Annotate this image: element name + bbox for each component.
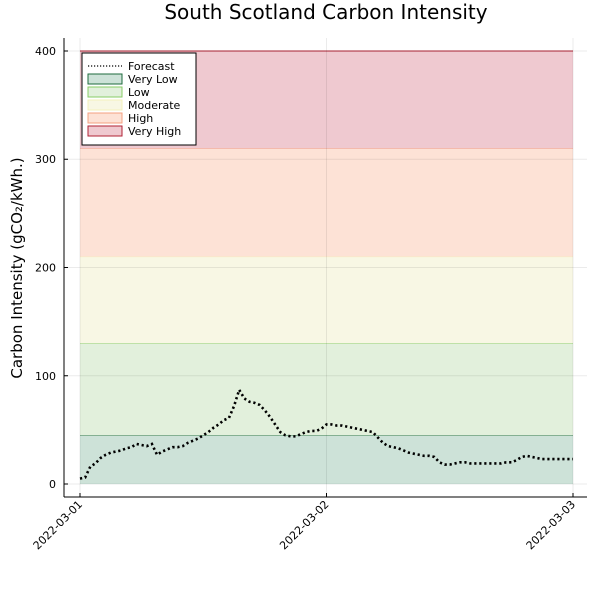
y-axis-label: Carbon Intensity (gCO₂/kWh.) [8,157,26,378]
legend-swatch-moderate [87,99,123,111]
y-tick-label: 300 [35,153,56,166]
y-tick-label: 200 [35,262,56,275]
legend-swatch-very-low [87,73,123,85]
band-high [80,148,573,257]
y-tick-label: 400 [35,45,56,58]
legend-label: Very High [128,125,181,138]
y-tick-label: 0 [49,478,56,491]
axes [63,38,587,498]
threshold-bands [80,50,573,485]
series-line-forecast [79,386,573,480]
legend-label: High [128,112,153,125]
legend-label: Moderate [128,99,181,112]
legend-swatch-low [87,86,123,98]
series-group [79,386,573,480]
legend-label: Very Low [128,73,178,86]
legend-swatch-very-high [87,125,123,137]
band-moderate [80,256,573,344]
legend-label: Low [128,86,150,99]
chart-title: South Scotland Carbon Intensity [164,0,487,24]
legend-label: Forecast [128,60,175,73]
grid [64,38,587,497]
legend-swatch-high [87,112,123,124]
band-low [80,343,573,436]
y-tick-label: 100 [35,370,56,383]
band-very-low [80,435,573,485]
